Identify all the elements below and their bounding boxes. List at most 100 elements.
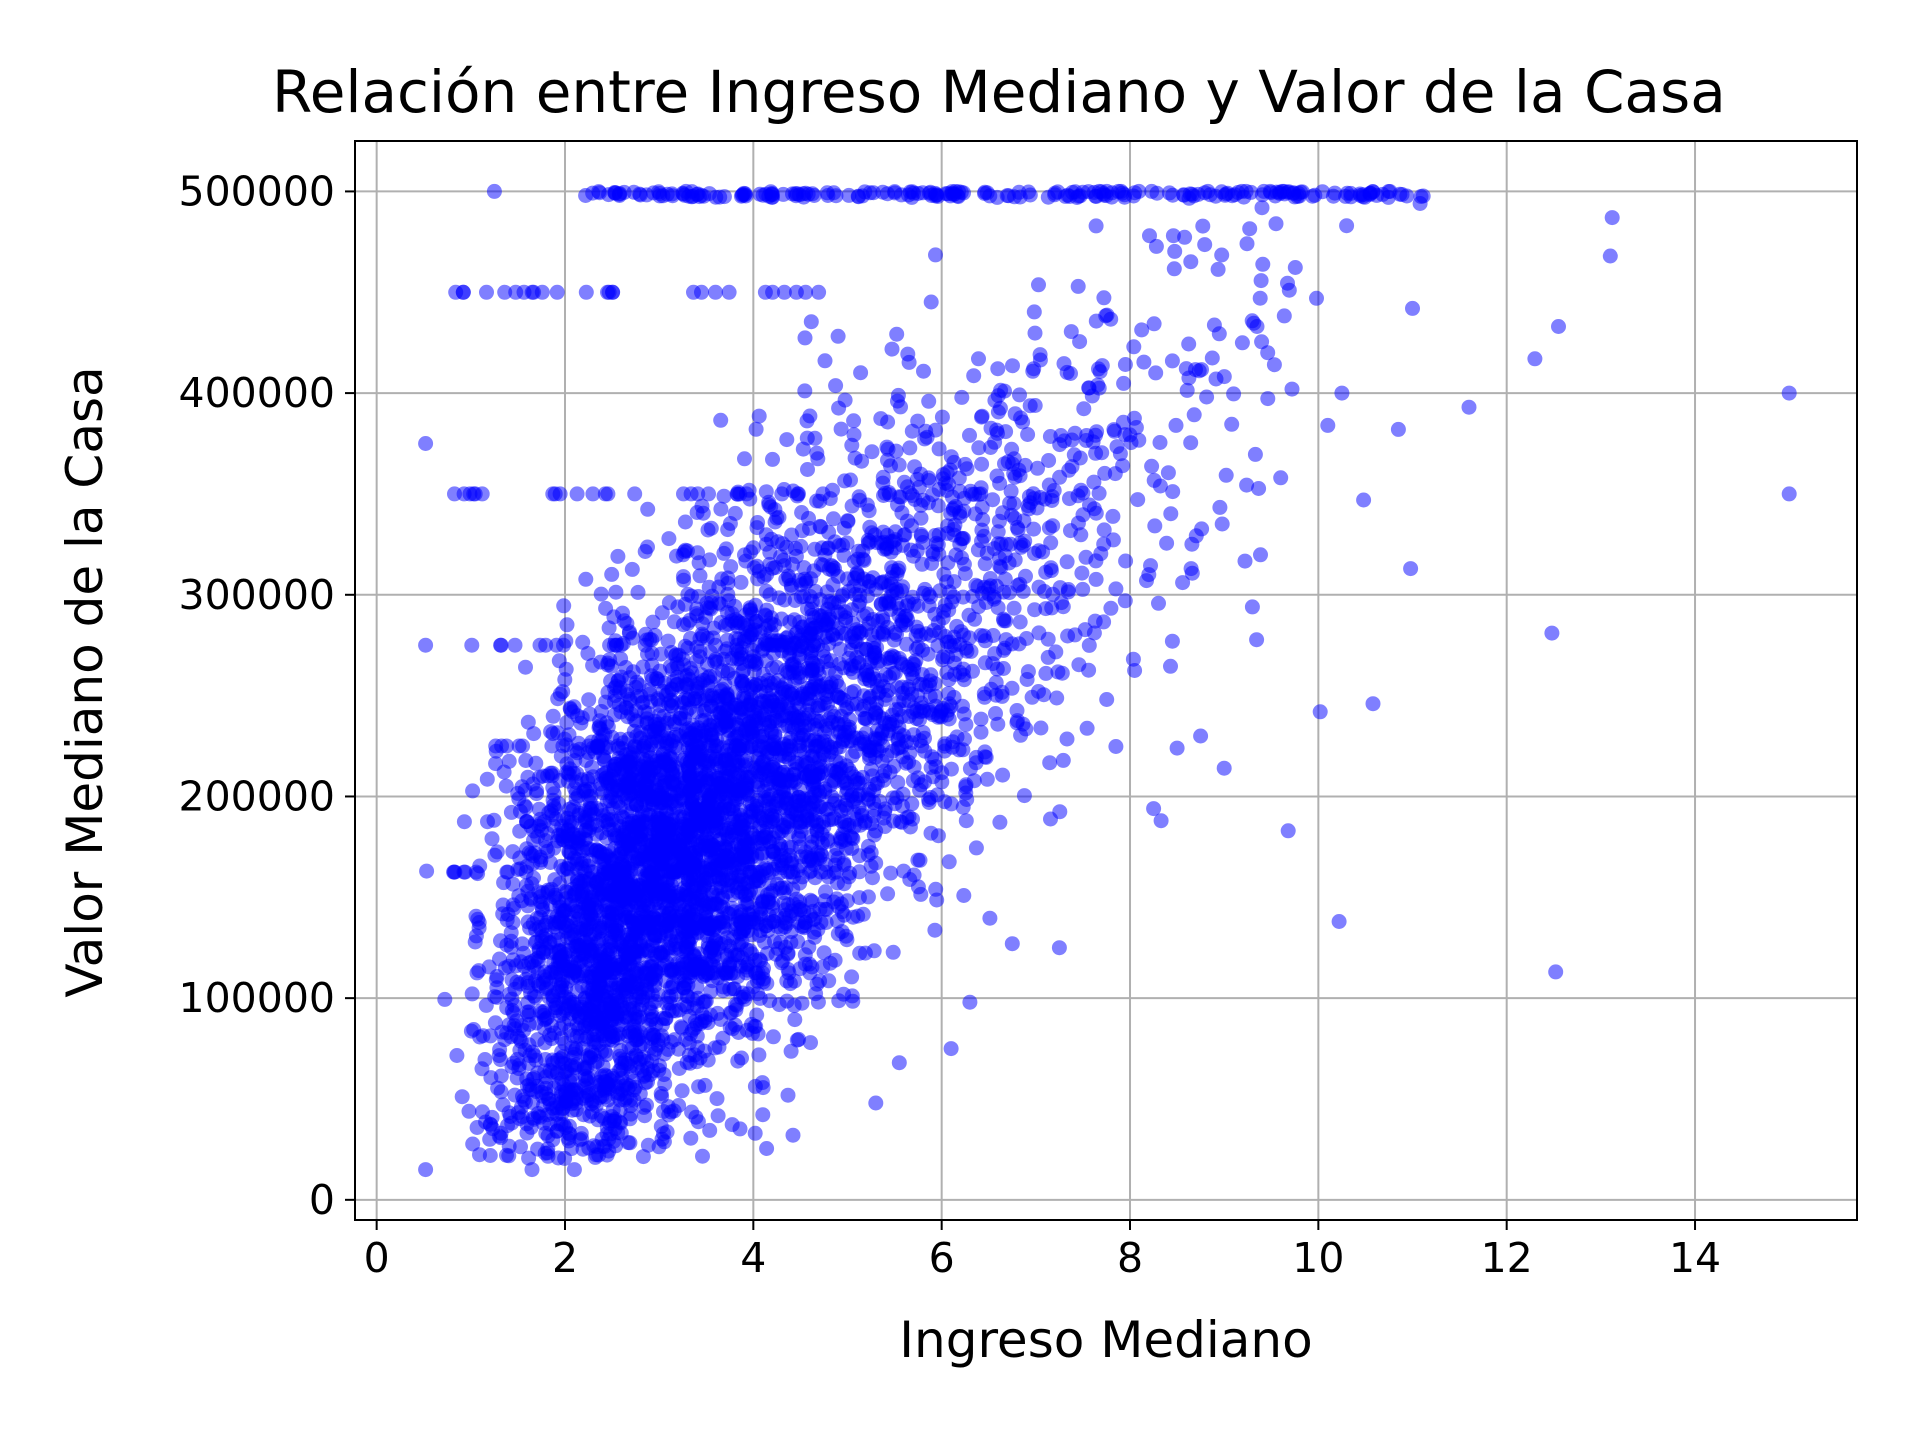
data-point: [679, 999, 695, 1015]
data-point: [581, 692, 597, 708]
data-point: [845, 909, 861, 925]
data-point: [1081, 637, 1097, 653]
data-point: [580, 646, 596, 661]
data-point: [1063, 366, 1078, 381]
data-point: [785, 1127, 801, 1143]
data-point: [1122, 427, 1138, 443]
data-point: [578, 571, 594, 587]
data-point: [1159, 535, 1175, 551]
data-point: [503, 804, 519, 820]
data-point: [557, 903, 573, 918]
data-point: [857, 667, 873, 683]
data-point: [1079, 720, 1095, 736]
data-point: [909, 702, 925, 718]
data-point: [846, 413, 862, 429]
data-point: [1075, 581, 1091, 597]
data-point: [655, 1017, 670, 1033]
data-point: [794, 505, 810, 520]
data-point: [1012, 387, 1027, 403]
data-point: [891, 457, 907, 473]
data-point: [818, 884, 833, 900]
data-point: [923, 294, 939, 310]
data-point: [713, 412, 729, 428]
data-point: [884, 341, 900, 357]
data-point: [733, 574, 749, 590]
data-point: [1054, 595, 1069, 611]
data-point: [889, 790, 905, 805]
data-point: [608, 584, 624, 600]
data-point: [1254, 200, 1270, 216]
data-point: [472, 1147, 487, 1163]
data-point: [880, 651, 895, 666]
data-point: [1076, 401, 1092, 417]
data-point: [568, 791, 584, 807]
data-point: [1097, 465, 1113, 481]
data-point: [593, 1108, 609, 1124]
data-point: [824, 789, 840, 805]
data-point: [544, 765, 560, 781]
data-point: [818, 801, 834, 817]
data-point: [594, 923, 610, 938]
data-point: [873, 673, 888, 689]
data-point: [889, 713, 905, 729]
data-point: [661, 531, 677, 547]
data-point: [1042, 429, 1058, 444]
data-point: [846, 427, 862, 443]
data-point: [501, 753, 517, 769]
data-point: [677, 542, 693, 558]
data-point: [702, 1122, 718, 1138]
data-point: [613, 840, 629, 856]
data-point: [1064, 459, 1080, 475]
data-point: [718, 541, 734, 557]
data-point: [1070, 515, 1086, 531]
data-point: [1041, 453, 1057, 468]
data-point: [859, 606, 875, 622]
data-point: [843, 661, 859, 677]
data-point: [604, 566, 620, 582]
data-point: [1096, 522, 1112, 538]
data-point: [1242, 221, 1258, 237]
data-point: [755, 1107, 771, 1123]
data-point: [521, 1016, 537, 1032]
data-point: [904, 423, 920, 439]
data-point: [631, 913, 647, 929]
data-point: [883, 544, 899, 560]
data-point: [861, 573, 877, 589]
data-point: [915, 725, 931, 740]
data-point: [1237, 553, 1253, 569]
data-point: [1012, 614, 1028, 630]
data-point: [1165, 484, 1181, 500]
data-point: [1239, 477, 1255, 493]
data-point: [1210, 261, 1226, 277]
data-point: [815, 959, 831, 975]
data-point: [719, 687, 735, 703]
data-point: [1194, 362, 1209, 378]
data-point: [1134, 322, 1150, 338]
data-point: [746, 560, 762, 576]
data-point: [622, 1111, 638, 1127]
data-point: [902, 440, 918, 456]
data-point: [587, 1055, 603, 1071]
data-point: [956, 706, 972, 722]
data-point: [1091, 485, 1107, 501]
data-point: [809, 445, 825, 461]
data-point: [804, 834, 820, 850]
data-point: [532, 1003, 548, 1019]
data-point: [974, 456, 990, 472]
data-point: [1086, 625, 1102, 641]
data-point: [484, 1109, 500, 1125]
data-point: [939, 665, 955, 680]
data-point: [505, 952, 521, 968]
data-point: [491, 1048, 507, 1064]
data-point: [648, 886, 664, 901]
data-point: [574, 873, 590, 889]
data-point: [654, 605, 670, 621]
data-point: [684, 765, 700, 781]
data-point: [584, 759, 600, 775]
data-point: [837, 473, 853, 489]
data-point: [674, 694, 690, 710]
data-point: [1142, 228, 1157, 244]
data-point: [695, 1148, 710, 1164]
data-point: [1183, 435, 1199, 451]
data-point: [755, 667, 771, 682]
